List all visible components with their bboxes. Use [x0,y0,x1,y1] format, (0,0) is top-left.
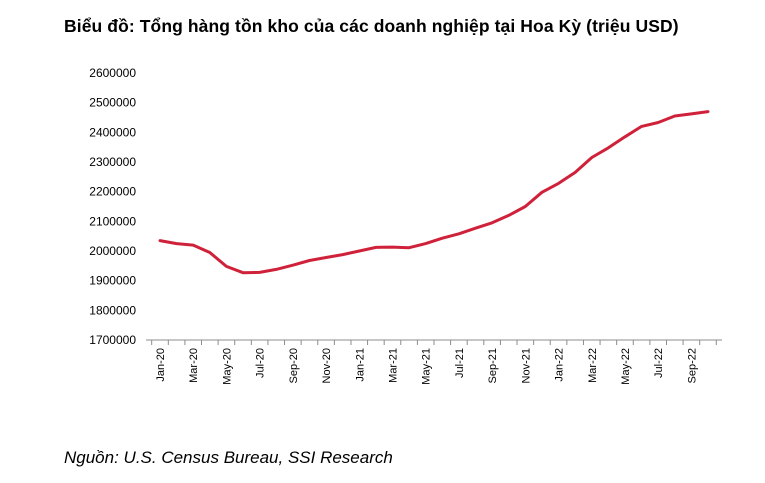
series-line [158,110,710,275]
y-tick-label: 2500000 [89,96,136,110]
x-tick-label: Jul-20 [255,348,267,378]
x-tick-label: Jan-22 [554,348,566,382]
x-tick-label: Jan-20 [155,348,167,382]
x-tick-label: May-21 [421,348,433,385]
chart-title: Biểu đồ: Tổng hàng tồn kho của các doanh… [64,16,679,36]
y-tick-label: 2300000 [89,155,136,169]
x-tick-label: Mar-22 [587,348,599,383]
x-tick-label: Jul-22 [653,348,665,378]
x-tick-label: Sep-22 [686,348,698,383]
y-tick-label: 1800000 [89,303,136,317]
y-tick-label: 2000000 [89,244,136,258]
x-tick-label: Sep-21 [487,348,499,383]
source-note: Nguồn: U.S. Census Bureau, SSI Research [64,448,393,467]
y-tick-label: 1700000 [89,333,136,347]
y-tick-label: 2200000 [89,185,136,199]
x-tick-label: Jan-21 [354,348,366,382]
x-tick-label: May-20 [221,348,233,385]
x-tick-label: Jul-21 [454,348,466,378]
series-group [158,110,710,275]
x-tick-label: Sep-20 [288,348,300,383]
x-axis: Jan-20 Mar-20 May-20 Jul-20 Sep-20 Nov-20 Jan-… [146,339,722,385]
x-tick-label: Mar-20 [188,348,200,383]
x-tick-label: Nov-20 [321,348,333,383]
y-tick-label: 2100000 [89,214,136,228]
x-tick-label: Nov-21 [520,348,532,383]
y-tick-label: 2400000 [89,125,136,139]
x-tick-label: May-22 [620,348,632,385]
y-axis: 2600000 2500000 2400000 2300000 2200000 21000… [89,66,136,347]
x-tick-label: Mar-21 [387,348,399,383]
y-tick-label: 1900000 [89,274,136,288]
y-tick-label: 2600000 [89,66,136,80]
